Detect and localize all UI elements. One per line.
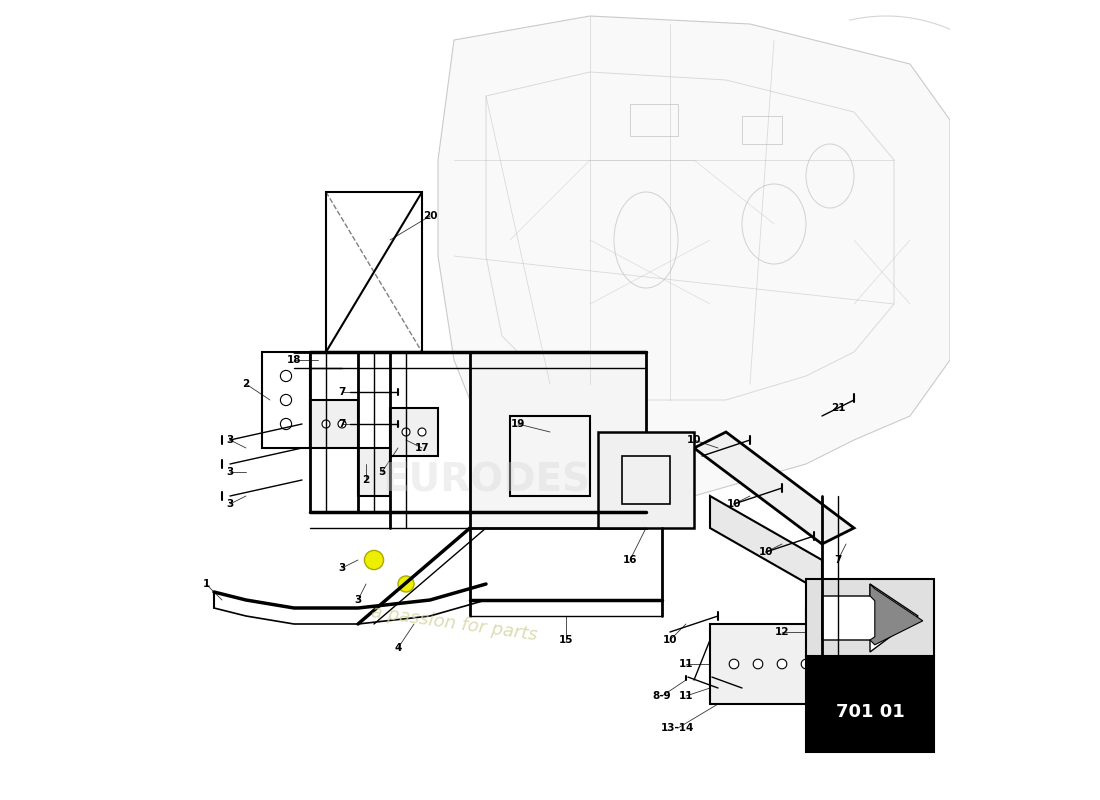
Circle shape [280, 418, 292, 430]
Text: 1: 1 [202, 579, 210, 589]
Polygon shape [710, 624, 838, 704]
Polygon shape [806, 608, 870, 656]
Circle shape [398, 576, 414, 592]
Circle shape [364, 550, 384, 570]
Text: 3: 3 [227, 499, 233, 509]
Text: 20: 20 [422, 211, 438, 221]
Circle shape [402, 428, 410, 436]
Text: 7: 7 [834, 555, 842, 565]
Text: 8-9: 8-9 [652, 691, 671, 701]
Text: 18: 18 [287, 355, 301, 365]
Circle shape [818, 628, 826, 636]
Polygon shape [470, 352, 646, 528]
Polygon shape [358, 448, 390, 496]
Text: 7: 7 [339, 387, 345, 397]
Text: 13-14: 13-14 [661, 723, 695, 733]
Text: 11: 11 [679, 691, 693, 701]
Text: 3: 3 [227, 467, 233, 477]
Circle shape [322, 420, 330, 428]
Polygon shape [310, 400, 358, 448]
Polygon shape [694, 432, 854, 544]
Circle shape [418, 428, 426, 436]
Text: 10: 10 [686, 435, 702, 445]
Text: 21: 21 [830, 403, 845, 413]
Text: 3: 3 [227, 435, 233, 445]
Text: 19: 19 [510, 419, 525, 429]
Text: 3: 3 [354, 595, 362, 605]
Circle shape [729, 659, 739, 669]
Circle shape [778, 659, 786, 669]
Text: 10: 10 [662, 635, 678, 645]
Circle shape [842, 628, 850, 636]
Polygon shape [438, 16, 950, 496]
Circle shape [338, 420, 346, 428]
Bar [621, 456, 670, 504]
Text: 3: 3 [339, 563, 345, 573]
Polygon shape [822, 584, 918, 652]
Polygon shape [710, 496, 822, 592]
Polygon shape [870, 584, 923, 645]
Text: 5: 5 [378, 467, 386, 477]
Text: 11: 11 [679, 659, 693, 669]
Text: 7: 7 [339, 419, 345, 429]
Circle shape [280, 370, 292, 382]
Text: 4: 4 [394, 643, 402, 653]
Bar [742, 116, 782, 144]
Text: EURODES: EURODES [382, 461, 590, 499]
Bar [806, 579, 934, 656]
Text: 12: 12 [774, 627, 790, 637]
Text: 10: 10 [759, 547, 773, 557]
Circle shape [754, 659, 762, 669]
Polygon shape [598, 432, 694, 528]
Text: 701 01: 701 01 [836, 703, 904, 721]
Text: 10: 10 [727, 499, 741, 509]
Text: 2: 2 [242, 379, 250, 389]
Text: a passion for parts: a passion for parts [370, 603, 538, 645]
Polygon shape [390, 408, 438, 456]
Text: 17: 17 [415, 443, 429, 453]
Text: 15: 15 [559, 635, 573, 645]
Bar [630, 104, 678, 136]
Circle shape [801, 659, 811, 669]
Bar [806, 656, 934, 752]
Text: 2: 2 [362, 475, 370, 485]
Text: 16: 16 [623, 555, 637, 565]
Circle shape [280, 394, 292, 406]
Bar [510, 416, 590, 496]
